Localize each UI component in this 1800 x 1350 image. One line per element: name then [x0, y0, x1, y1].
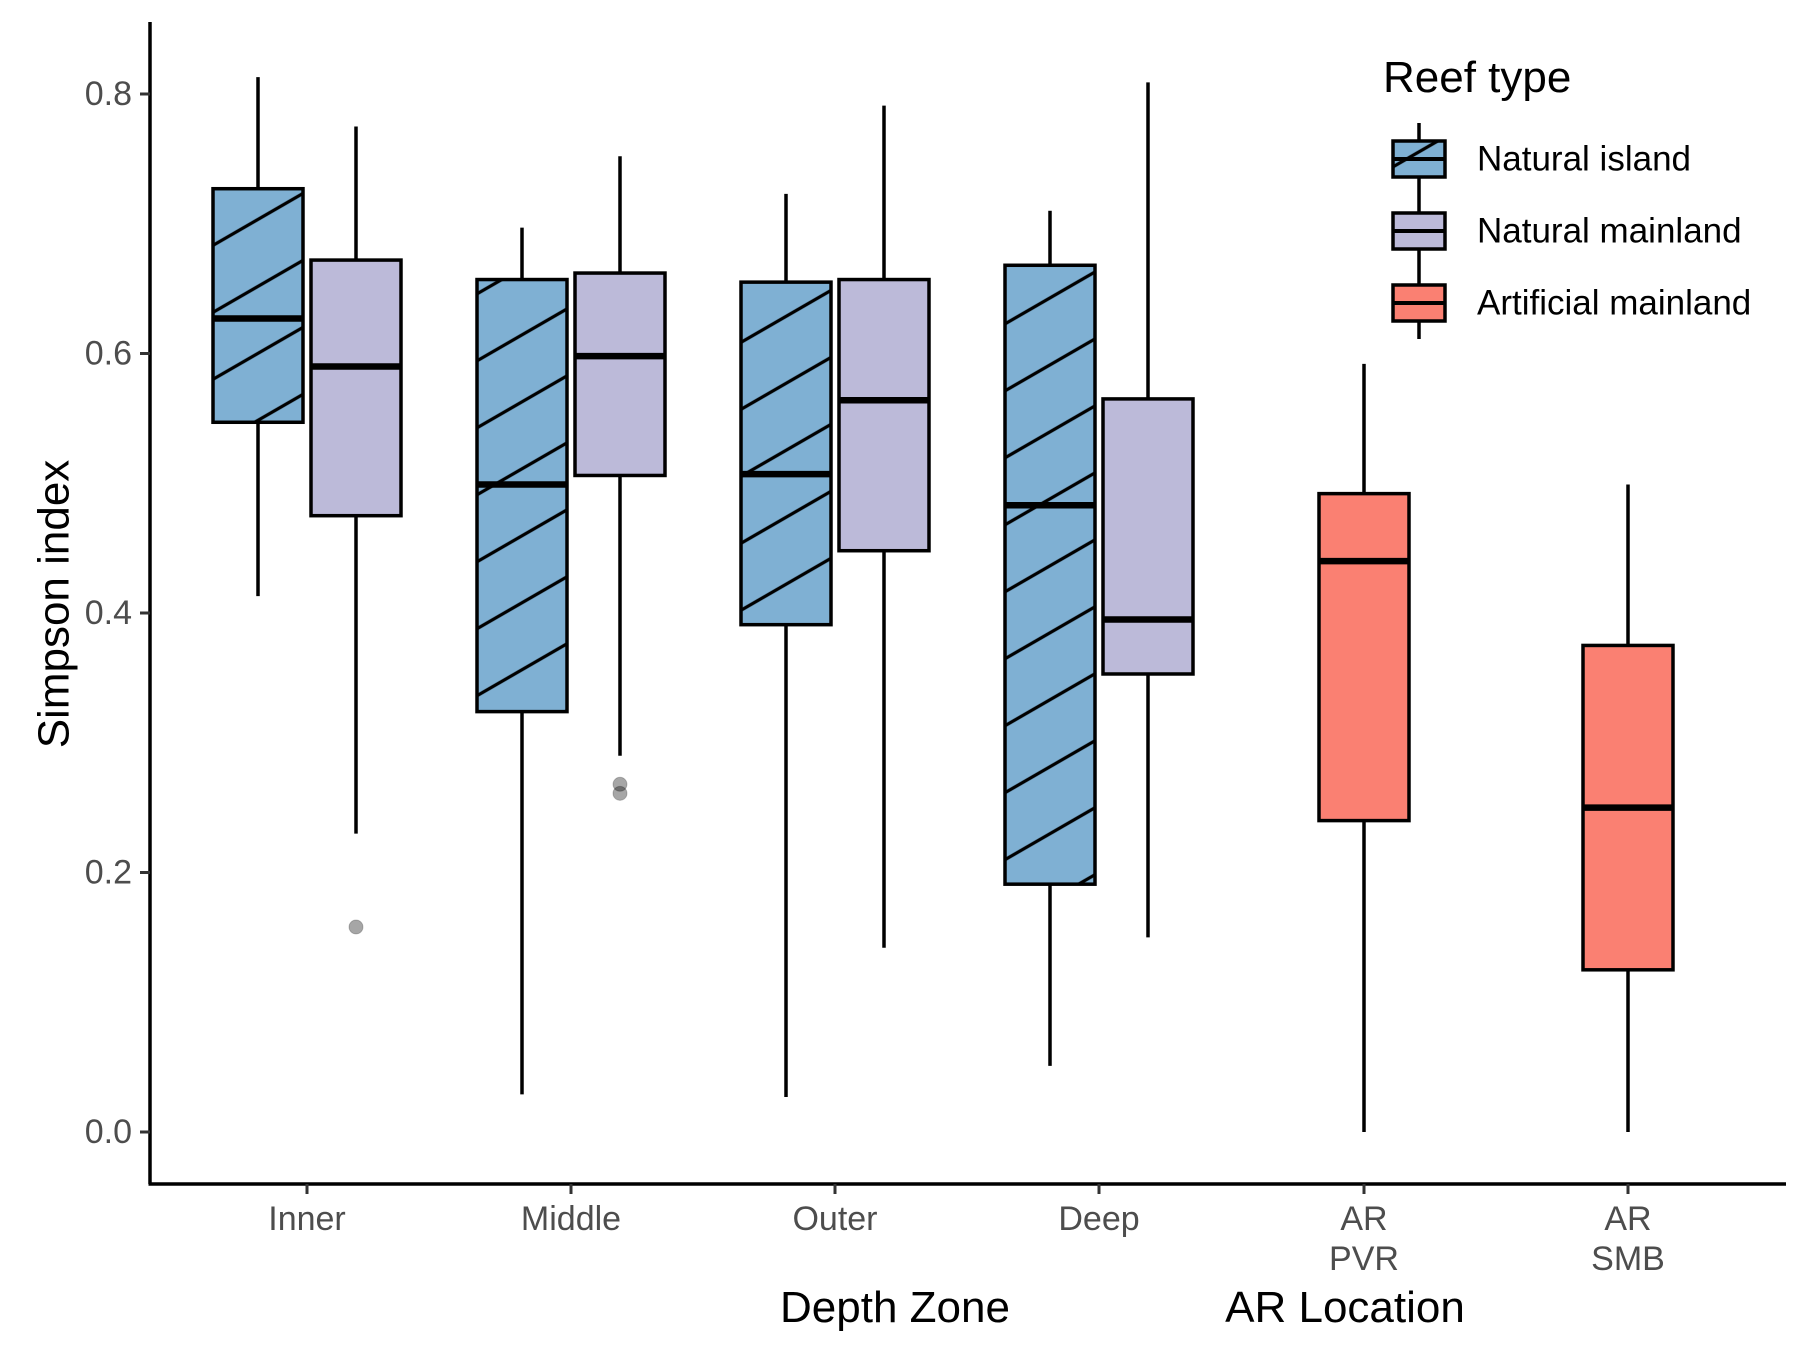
box-natural-mainland-1 — [573, 156, 667, 801]
outlier-point — [348, 919, 364, 935]
box-natural-mainland-0 — [309, 126, 403, 935]
y-tick-label: 0.4 — [85, 594, 132, 632]
box-natural-island-0 — [211, 77, 305, 597]
x-tick-label: AR SMB — [1591, 1200, 1665, 1278]
x-tick-label-line: AR — [1340, 1200, 1387, 1238]
y-tick-label: 0.2 — [85, 854, 132, 892]
x-tick-label-line: Deep — [1058, 1200, 1139, 1238]
y-tick-label: 0.0 — [85, 1113, 132, 1151]
box-natural-island-3 — [1003, 210, 1097, 1066]
iqr-box — [211, 186, 305, 425]
legend-label: Natural island — [1477, 140, 1691, 179]
x-tick-label-line: Middle — [521, 1200, 621, 1238]
iqr-box — [837, 277, 931, 553]
x-tick-label-line: SMB — [1591, 1240, 1665, 1278]
legend-item-natural-mainland: Natural mainland — [1391, 195, 1742, 267]
x-tick-label-line: Inner — [268, 1200, 346, 1238]
iqr-box — [309, 258, 403, 518]
box-natural-island-1 — [475, 227, 569, 1095]
box-natural-island-2 — [739, 193, 833, 1097]
iqr-box — [573, 271, 667, 478]
axes — [148, 22, 1786, 1186]
box-artificial-mainland-4 — [1317, 363, 1411, 1132]
box-layer — [211, 77, 1675, 1132]
x-tick-label: Deep — [1058, 1200, 1139, 1238]
legend-label: Artificial mainland — [1477, 284, 1751, 323]
iqr-box — [1003, 263, 1097, 886]
y-tick-label: 0.6 — [85, 335, 132, 373]
y-tick-labels: 0.0 0.2 0.4 0.6 0.8 — [85, 75, 150, 1151]
legend: Reef type Natural island Natural mainland… — [1383, 53, 1751, 339]
iqr-box — [475, 277, 569, 714]
x-tick-label: Outer — [792, 1200, 877, 1238]
x-tick-label-line: Outer — [792, 1200, 877, 1238]
legend-item-artificial-mainland: Artificial mainland — [1391, 267, 1751, 339]
x-tick-label-line: AR — [1604, 1200, 1651, 1238]
legend-title: Reef type — [1383, 53, 1571, 102]
box-artificial-mainland-5 — [1581, 484, 1675, 1132]
x-axis-title-depth-zone: Depth Zone — [780, 1283, 1010, 1332]
series-artificial-mainland — [1317, 363, 1675, 1132]
series-natural-mainland — [309, 82, 1195, 948]
iqr-box — [1317, 491, 1411, 823]
x-tick-label: Inner — [268, 1200, 346, 1238]
legend-label: Natural mainland — [1477, 212, 1742, 251]
y-tick-label: 0.8 — [85, 75, 132, 113]
iqr-box — [1101, 397, 1195, 676]
outlier-point — [612, 776, 628, 792]
x-tick-label: AR PVR — [1329, 1200, 1399, 1278]
box-natural-mainland-2 — [837, 105, 931, 948]
iqr-box — [739, 280, 833, 627]
y-axis-title: Simpson index — [30, 460, 79, 749]
box-natural-mainland-3 — [1101, 82, 1195, 938]
legend-item-natural-island: Natural island — [1391, 123, 1691, 195]
x-tick-label: Middle — [521, 1200, 621, 1238]
outlier-point — [612, 785, 628, 801]
x-axis-title-ar-location: AR Location — [1225, 1283, 1465, 1332]
x-tick-label-line: PVR — [1329, 1240, 1399, 1278]
series-natural-island — [211, 77, 1097, 1097]
